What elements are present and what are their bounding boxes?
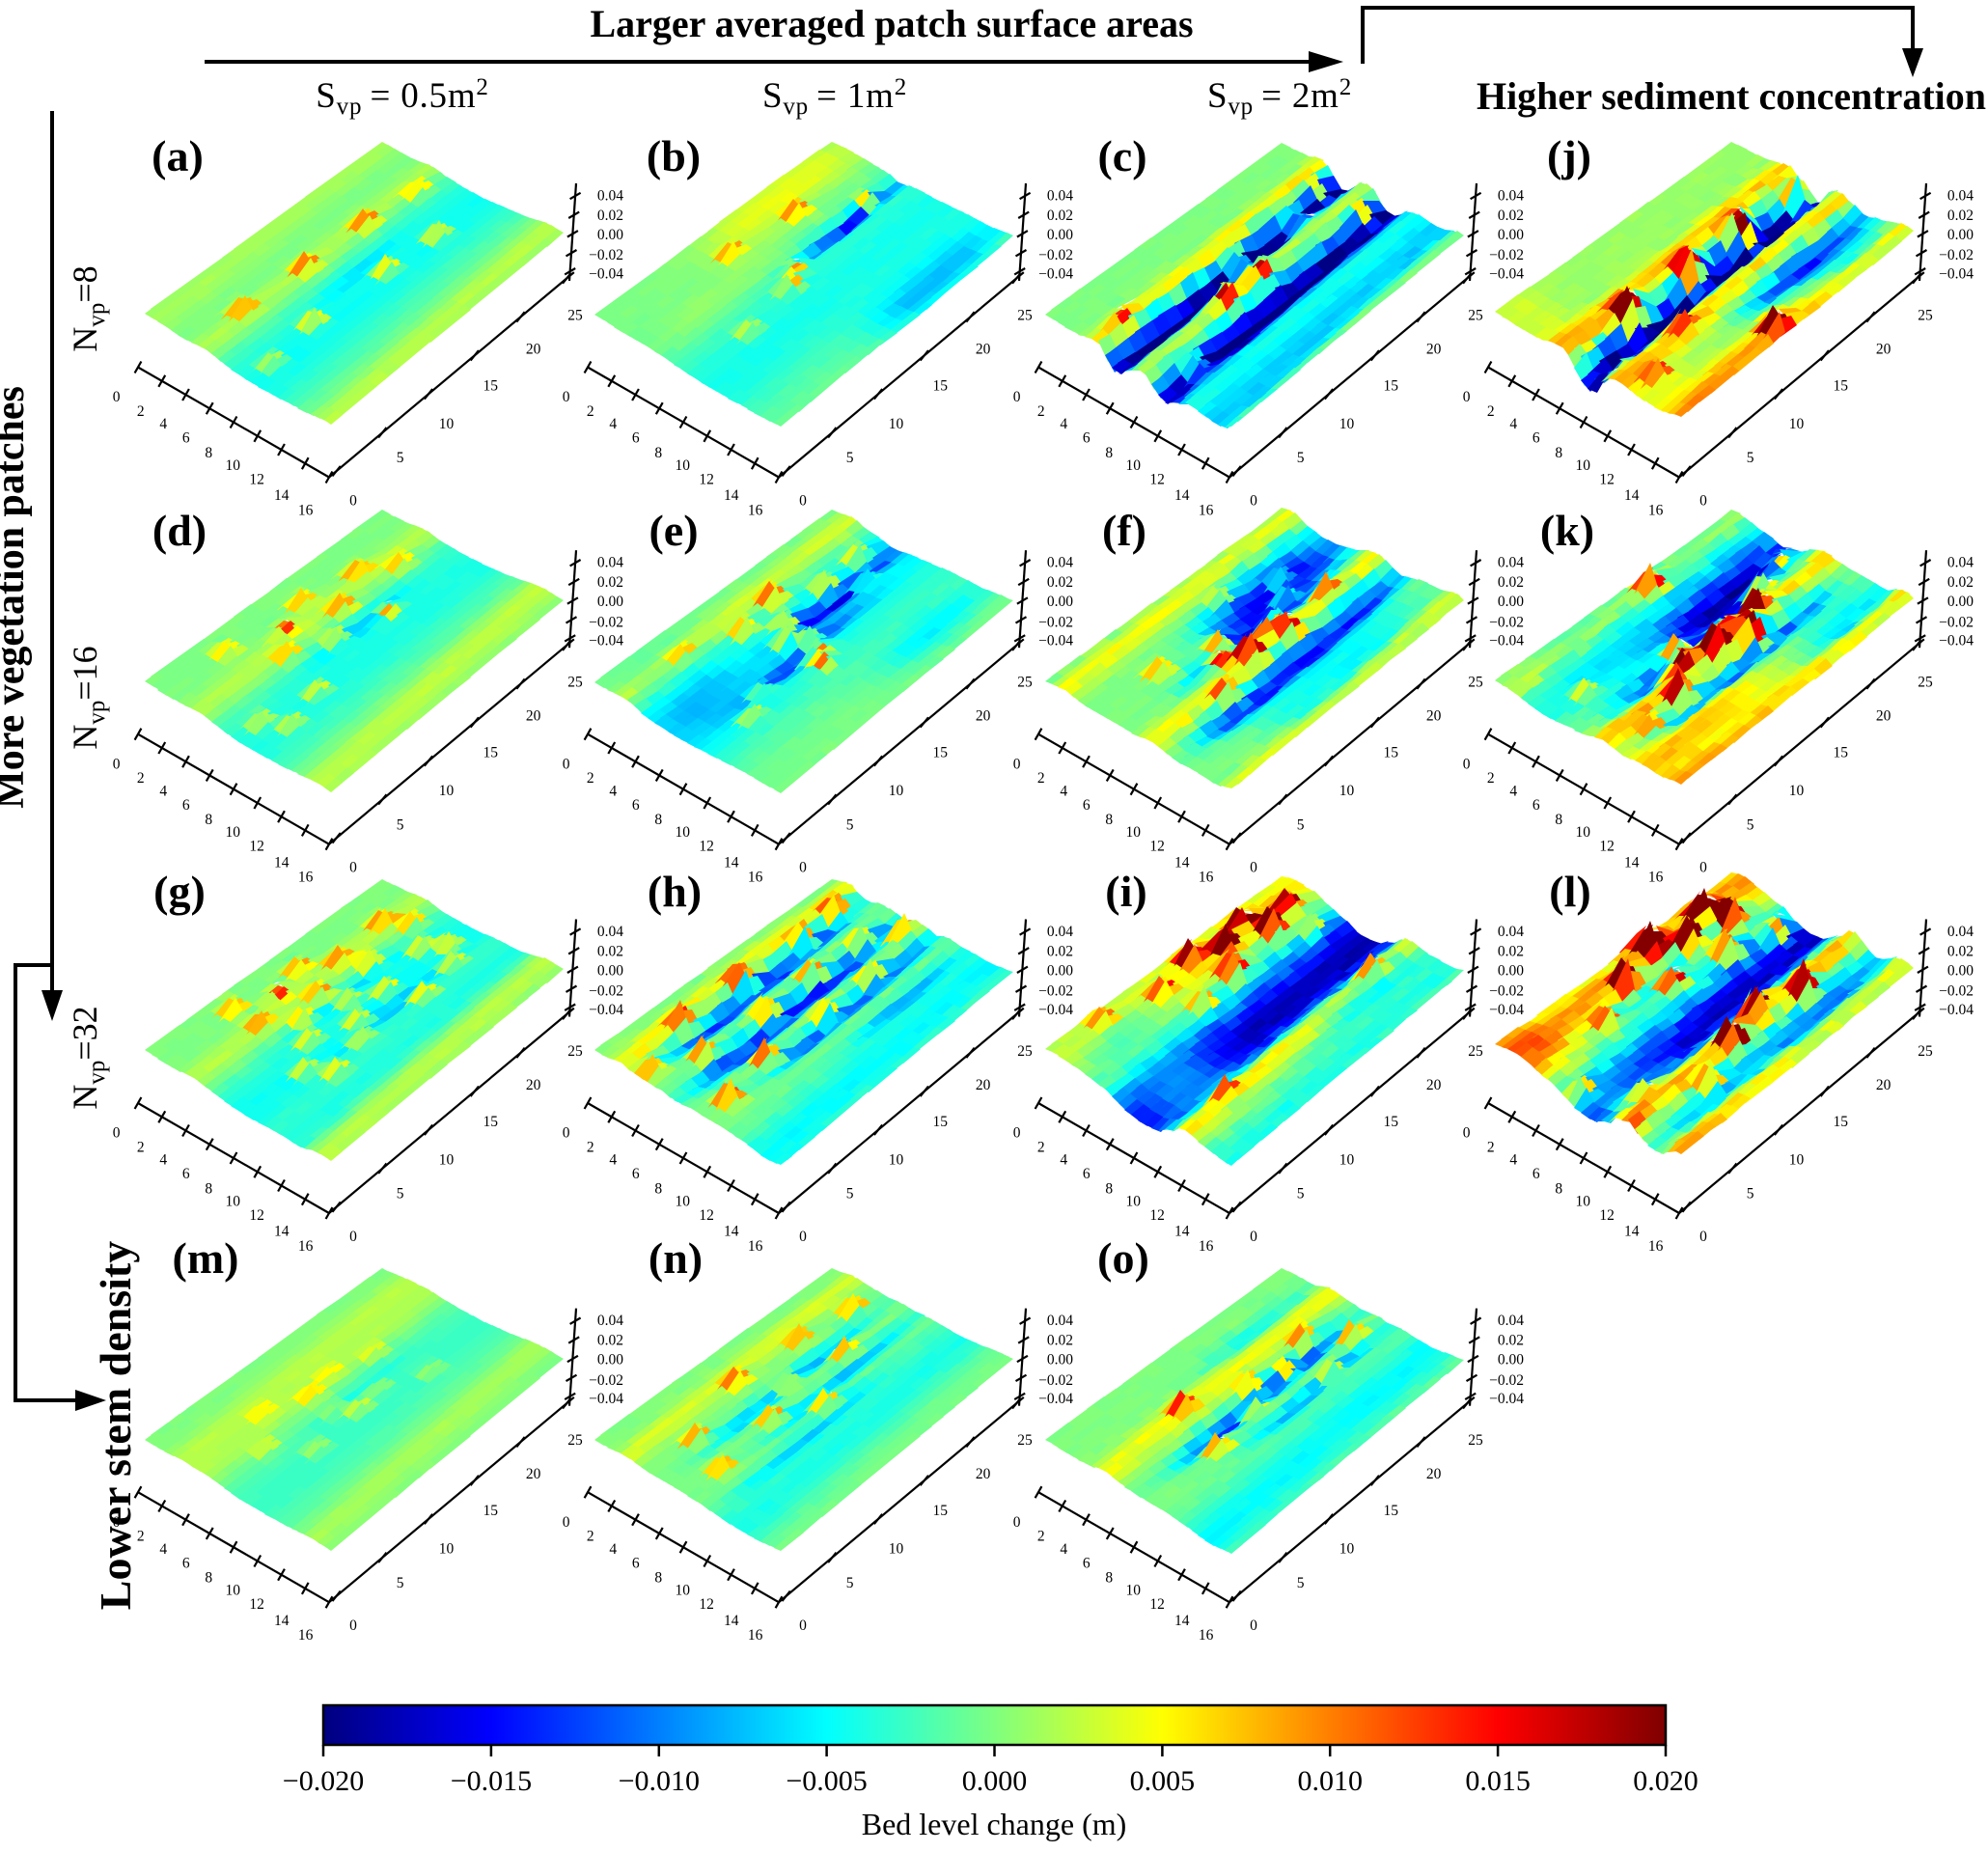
svg-text:(l): (l) — [1549, 867, 1590, 916]
svg-text:0.020: 0.020 — [1633, 1765, 1698, 1797]
svg-text:0.005: 0.005 — [1130, 1765, 1196, 1797]
svg-text:0.015: 0.015 — [1465, 1765, 1531, 1797]
svg-text:(m): (m) — [173, 1233, 239, 1283]
svg-text:0.010: 0.010 — [1297, 1765, 1363, 1797]
svg-text:(j): (j) — [1547, 131, 1591, 180]
svg-text:−0.005: −0.005 — [786, 1765, 867, 1797]
svg-text:(a): (a) — [152, 131, 204, 180]
svg-text:0.000: 0.000 — [962, 1765, 1028, 1797]
svg-text:(k): (k) — [1540, 506, 1594, 555]
svg-text:Larger averaged patch surface: Larger averaged patch surface areas — [590, 2, 1193, 45]
svg-text:(o): (o) — [1097, 1233, 1149, 1283]
svg-text:(e): (e) — [649, 506, 698, 555]
svg-text:Bed level change (m): Bed level change (m) — [862, 1807, 1127, 1841]
svg-text:(c): (c) — [1097, 131, 1146, 180]
svg-text:(g): (g) — [153, 867, 206, 916]
svg-text:−0.010: −0.010 — [619, 1765, 700, 1797]
svg-text:(i): (i) — [1105, 867, 1146, 916]
svg-text:(f): (f) — [1102, 506, 1146, 555]
svg-text:Lower stem density: Lower stem density — [91, 1241, 140, 1610]
svg-text:(h): (h) — [648, 867, 702, 916]
svg-text:(b): (b) — [647, 131, 701, 180]
svg-text:(n): (n) — [649, 1233, 703, 1283]
svg-text:More vegetation patches: More vegetation patches — [0, 386, 33, 809]
svg-text:−0.015: −0.015 — [451, 1765, 532, 1797]
svg-text:Nvp=16: Nvp=16 — [66, 646, 110, 749]
svg-text:Higher sediment concentration: Higher sediment concentration — [1477, 74, 1986, 118]
svg-text:Nvp=32: Nvp=32 — [66, 1006, 110, 1109]
svg-text:−0.020: −0.020 — [283, 1765, 364, 1797]
svg-text:(d): (d) — [152, 506, 207, 555]
